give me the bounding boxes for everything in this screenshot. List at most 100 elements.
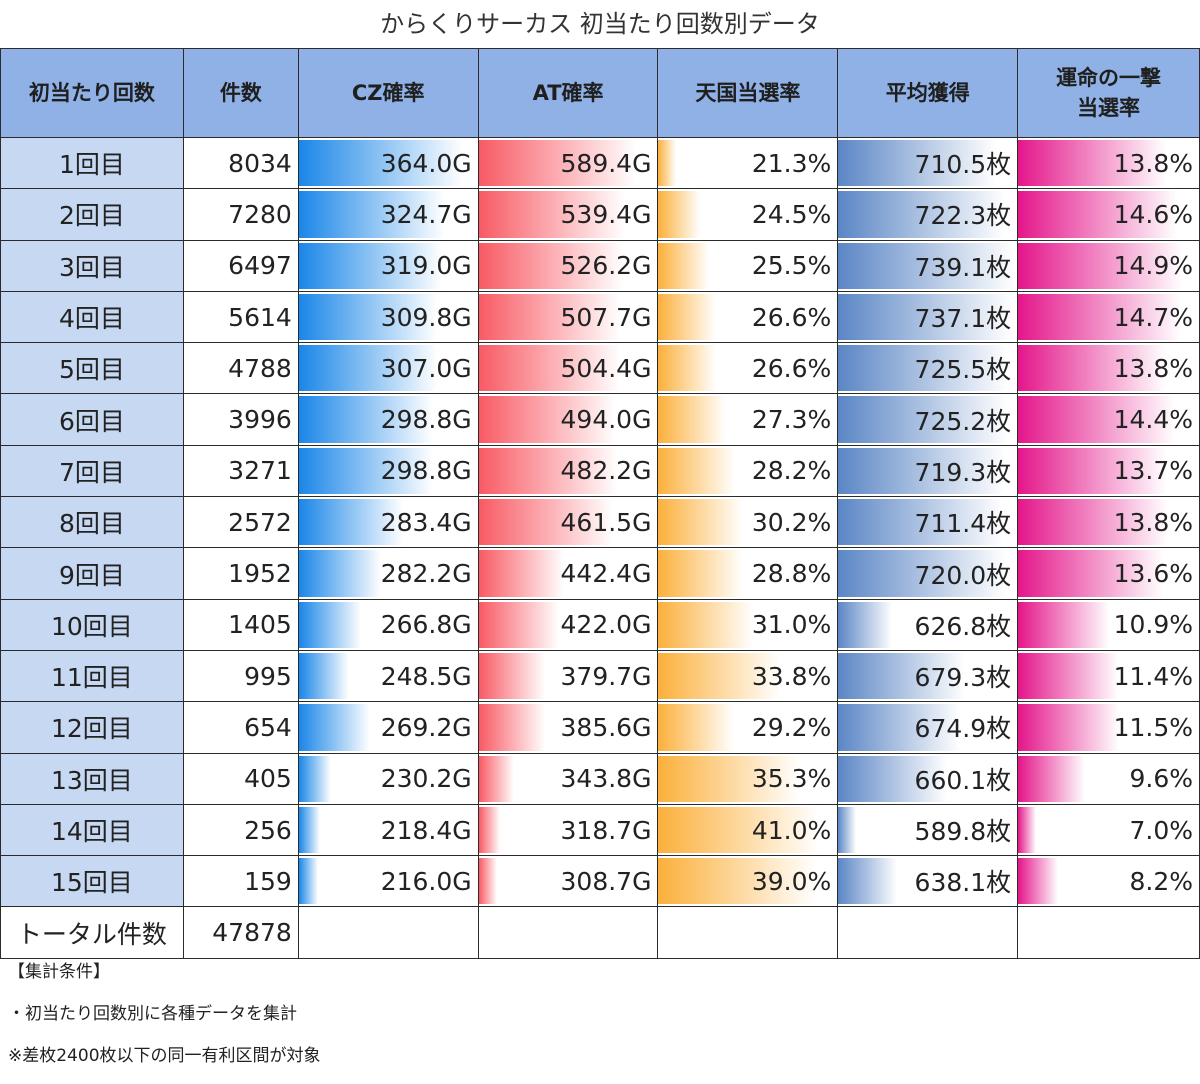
data-bar [479,704,545,751]
data-bar [479,242,624,289]
data-label: 27.3% [751,405,832,435]
data-label: 9.6% [1129,764,1193,794]
count-cell: 3271 [182,444,299,498]
data-label: 11.5% [1113,712,1193,742]
data-label: 283.4G [380,507,472,537]
data-bar [1018,858,1058,905]
data-bar [838,652,966,700]
bar-cell: 11.5% [1017,701,1200,754]
data-bar [299,293,437,341]
bar-cell: 719.3枚 [837,444,1019,498]
data-label: 266.8G [380,610,472,640]
count-cell: 8034 [182,136,299,190]
bar-cell: 364.0G [297,136,479,190]
bar-cell: 21.3% [657,136,839,190]
bar-cell: 739.1枚 [837,239,1019,292]
data-bar [1018,191,1178,238]
row-label: 3回目 [0,239,184,292]
bar-cell: 283.4G [297,496,479,549]
data-label: 14.4% [1113,405,1193,435]
bar-cell: 10.9% [1017,598,1200,651]
data-bar [1018,345,1167,392]
data-label: 385.6G [560,712,652,742]
data-bar [1018,806,1037,854]
data-label: 711.4枚 [914,509,1012,539]
bar-cell: 35.3% [657,752,839,805]
table-row: 8回目 2572 283.4G 461.5G 30.2% 711.4枚 13.8% [0,496,1200,549]
row-label: 4回目 [0,290,184,344]
data-bar [838,704,960,751]
data-label: 719.3枚 [914,457,1012,487]
table-row: 4回目 5614 309.8G 507.7G 26.6% 737.1枚 14.7% [0,290,1200,344]
data-label: 29.2% [751,712,832,742]
column-header: 初当たり回数 [0,48,184,138]
data-bar [658,345,716,392]
bar-cell: 14.7% [1017,290,1200,344]
bar-cell: 269.2G [297,701,479,754]
data-bar [838,755,948,802]
count-cell: 6497 [182,239,299,292]
data-bar [658,704,734,751]
bar-cell: 725.5枚 [837,342,1019,395]
data-bar [658,447,736,495]
data-label: 482.2G [560,456,652,486]
table-body: 1回目 8034 364.0G 589.4G 21.3% 710.5枚 13.8% 2回目 72… [0,136,1200,959]
bar-cell: 266.8G [297,598,479,651]
column-header: CZ確率 [297,48,479,138]
data-label: 35.3% [751,764,832,794]
bar-cell: 711.4枚 [837,496,1019,549]
data-bar [1018,499,1169,546]
data-bar [838,396,1009,443]
count-cell: 256 [182,803,299,857]
data-bar [299,550,382,597]
data-bar [838,345,1009,392]
data-label: 725.2枚 [914,406,1012,436]
bar-cell: 11.4% [1017,649,1200,703]
data-label: 725.5枚 [914,355,1012,385]
bar-cell: 298.8G [297,393,479,446]
data-label: 526.2G [560,251,652,281]
bar-cell: 28.2% [657,444,839,498]
data-label: 364.0G [380,148,472,178]
data-label: 679.3枚 [914,663,1012,693]
data-label: 318.7G [560,815,652,845]
column-header: 件数 [182,48,299,138]
bar-cell: 25.5% [657,239,839,292]
data-label: 422.0G [560,610,652,640]
data-bar [299,806,321,854]
data-label: 7.0% [1129,815,1193,845]
column-header: 天国当選率 [657,48,839,138]
data-label: 589.8枚 [914,817,1012,846]
bar-cell: 282.2G [297,547,479,600]
bar-cell: 30.2% [657,496,839,549]
data-label: 269.2G [380,712,472,742]
bar-cell: 14.6% [1017,188,1200,241]
data-label: 31.0% [751,610,832,640]
data-label: 539.4G [560,199,652,229]
data-label: 14.9% [1113,251,1193,281]
data-bar [1018,293,1181,341]
data-label: 28.2% [751,456,832,486]
data-bar [479,293,620,341]
count-cell: 3996 [182,393,299,446]
data-bar [299,704,371,751]
bar-cell: 24.5% [657,188,839,241]
data-bar [838,806,857,854]
header-row: 初当たり回数 件数 CZ確率 AT確率 天国当選率 平均獲得 運命の一撃 当選率 [0,48,1200,138]
column-header: 運命の一撃 当選率 [1017,48,1200,138]
count-cell: 159 [182,855,299,908]
bar-cell: 461.5G [477,496,659,549]
data-label: 8.2% [1129,866,1193,896]
data-label: 13.6% [1113,559,1193,589]
bar-cell: 589.4G [477,136,659,190]
data-label: 324.7G [380,199,472,229]
empty-cell [837,906,1019,959]
bar-cell: 507.7G [477,290,659,344]
column-header: AT確率 [477,48,659,138]
data-bar [658,242,709,289]
data-label: 494.0G [560,405,652,435]
data-label: 507.7G [560,302,652,332]
bar-cell: 26.6% [657,290,839,344]
data-bar [299,447,433,495]
empty-cell [1017,906,1200,959]
